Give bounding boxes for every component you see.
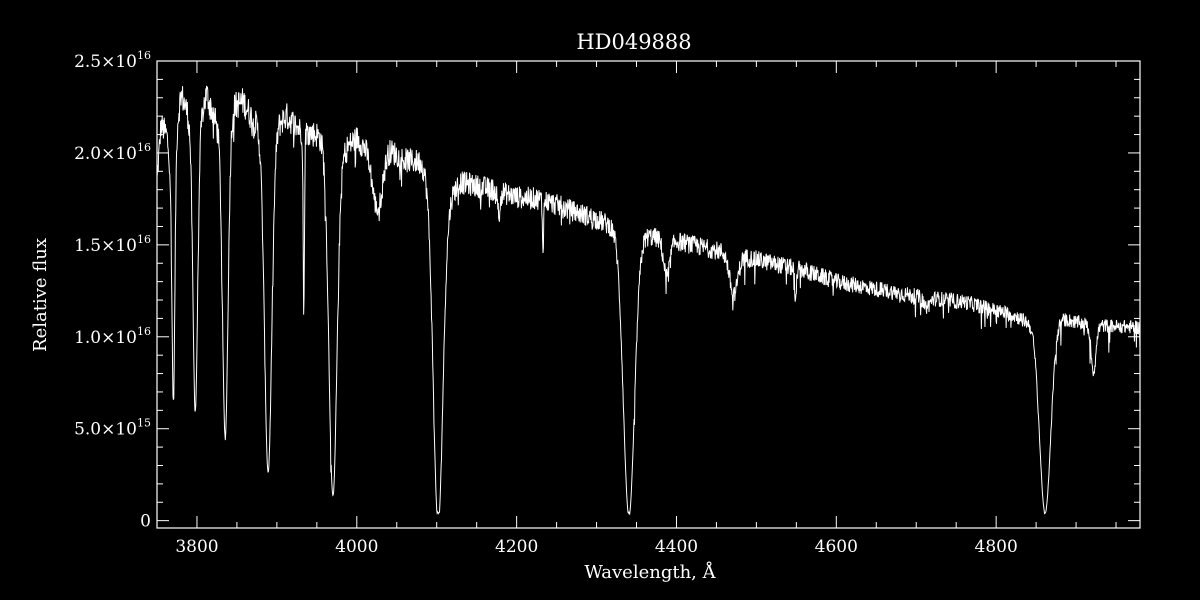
spectrum-line xyxy=(156,85,1141,516)
x-axis-ticks: 3800 4000 4200 4400 4600 4800 xyxy=(156,61,1117,557)
y-tick-label: 1.0×1016 xyxy=(74,325,151,348)
y-tick-label: 2.5×1016 xyxy=(74,49,151,72)
x-axis-title: Wavelength, Å xyxy=(584,561,716,583)
x-tick-label: 4600 xyxy=(815,537,858,557)
y-axis-ticks: 0 5.0×1015 1.0×1016 1.5×1016 2.0×1016 2.5×101… xyxy=(74,49,1140,532)
plot-frame-group xyxy=(156,60,1141,529)
y-tick-label: 1.5×1016 xyxy=(74,233,151,256)
x-tick-label: 4800 xyxy=(975,537,1018,557)
spectrum-series xyxy=(156,85,1141,516)
x-tick-label: 4000 xyxy=(335,537,378,557)
y-tick-label: 2.0×1016 xyxy=(74,141,151,164)
x-tick-label: 3800 xyxy=(175,537,218,557)
x-tick-label: 4200 xyxy=(495,537,538,557)
y-tick-label: 5.0×1015 xyxy=(74,417,151,440)
y-tick-label: 0 xyxy=(140,512,151,532)
x-tick-label: 4400 xyxy=(655,537,698,557)
chart-title: HD049888 xyxy=(576,30,691,54)
plot-frame xyxy=(156,60,1141,529)
y-axis-title: Relative flux xyxy=(30,238,51,352)
